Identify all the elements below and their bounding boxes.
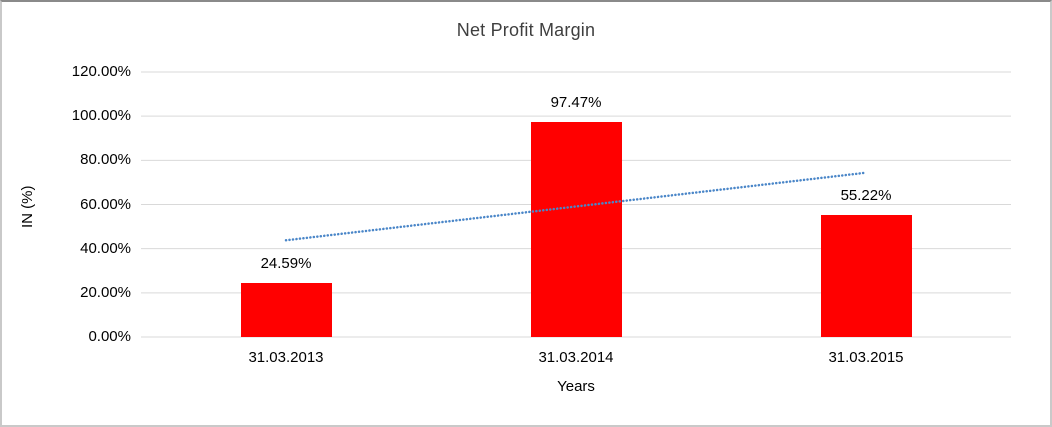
y-tick-label: 40.00% (80, 239, 131, 257)
x-tick-label: 31.03.2014 (538, 349, 614, 366)
bar-31.03.2013 (240, 282, 332, 337)
bar-31.03.2014 (530, 121, 622, 337)
y-tick-label: 120.00% (71, 63, 131, 80)
y-tick-label: 20.00% (80, 283, 131, 301)
x-tick-label: 31.03.2015 (828, 349, 904, 366)
data-label: 24.59% (260, 254, 312, 272)
y-tick-label: 0.00% (88, 328, 131, 345)
data-label: 97.47% (550, 93, 602, 111)
x-axis-title: Years (557, 378, 595, 395)
y-axis-title: IN (%) (19, 185, 36, 228)
y-tick-label: 60.00% (80, 195, 131, 213)
y-tick-label: 80.00% (80, 151, 131, 169)
data-label: 55.22% (840, 187, 892, 205)
bar-31.03.2015 (820, 215, 912, 337)
y-tick-label: 100.00% (71, 107, 131, 125)
chart-title: Net Profit Margin (456, 20, 596, 40)
x-tick-label: 31.03.2013 (248, 349, 324, 366)
